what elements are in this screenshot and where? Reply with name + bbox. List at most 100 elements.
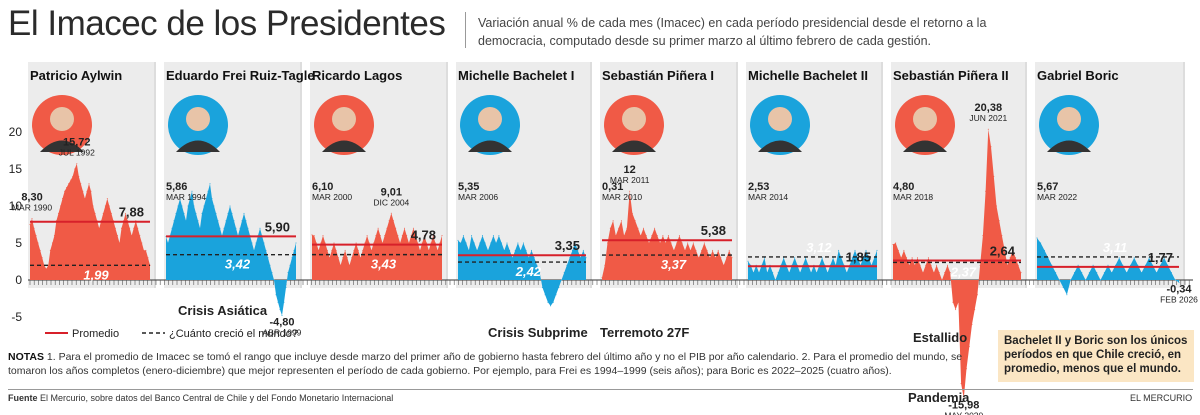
world-value: 3,11 [1103,240,1127,255]
data-point [395,227,397,229]
data-point [351,257,353,259]
data-point [185,220,187,222]
data-point [681,242,683,244]
point-label-date: MAR 2022 [1037,192,1077,202]
data-point [68,183,70,185]
data-point [181,205,183,207]
data-point [728,249,730,251]
data-point [670,242,672,244]
data-point [320,242,322,244]
avg-value: 1,77 [1148,250,1173,265]
data-point [1012,249,1014,251]
footer-divider [8,389,1193,390]
data-point [74,168,76,170]
data-point [753,272,754,274]
data-point [971,323,973,325]
data-point [98,227,100,229]
data-point [476,249,478,251]
data-point [914,264,916,266]
data-point [1066,294,1068,296]
data-point [487,249,489,251]
avatar-face [332,107,356,131]
data-point [243,212,245,214]
point-label-date: MAR 2011 [610,175,650,185]
data-point [673,249,675,251]
data-point [1006,264,1008,266]
data-point [676,242,678,244]
data-point [827,272,829,274]
data-point [289,264,291,266]
world-value: 3,43 [371,257,397,272]
point-label-value: 5,67 [1037,181,1058,193]
point-label-value: 4,80 [893,181,914,193]
data-point [919,264,921,266]
data-point [506,242,508,244]
data-point [922,272,924,274]
data-point [141,242,143,244]
data-point [373,242,375,244]
data-point [133,227,135,229]
data-point [215,212,217,214]
data-point [241,220,243,222]
data-point [917,257,918,259]
data-point [1141,272,1143,274]
data-point [643,227,644,229]
data-point [82,190,84,192]
data-point [441,235,443,237]
data-point [857,257,859,259]
data-point [555,294,557,296]
data-point [121,227,122,229]
data-point [517,242,519,244]
avg-value: 1,85 [846,249,871,264]
data-point [629,190,631,192]
y-tick-label: 15 [9,162,23,176]
point-label-date: DIC 2004 [373,197,409,207]
data-point [362,249,364,251]
data-point [41,257,43,259]
data-point [509,249,511,251]
data-point [1085,279,1087,281]
data-point [1144,264,1146,266]
data-point [64,190,66,192]
data-point [408,242,410,244]
data-point [772,272,774,274]
data-point [346,257,348,259]
world-value: 2,37 [950,264,977,279]
data-point [360,257,361,259]
data-point [854,249,856,251]
notes: NOTAS 1. Para el promedio de Imacec se t… [8,350,993,378]
data-point [137,227,139,229]
data-point [580,257,582,259]
data-point [604,264,606,266]
data-point [571,249,573,251]
series-area [458,235,586,306]
data-point [315,242,317,244]
data-point [1107,264,1109,266]
data-point [1111,272,1113,274]
data-point [851,257,853,259]
data-point [558,286,560,288]
y-tick-label: 10 [9,199,23,213]
data-point [665,242,667,244]
data-point [1096,272,1098,274]
data-point [76,163,78,165]
data-point [78,175,80,177]
data-point [175,212,177,214]
data-point [541,286,543,288]
data-point [90,190,92,192]
data-point [550,305,552,307]
avatar-shoulders [40,140,84,152]
data-point [960,383,962,385]
data-point [167,242,169,244]
data-point [667,235,669,237]
data-point [322,235,324,237]
data-point [187,205,189,207]
data-point [263,242,265,244]
data-point [788,272,790,274]
series-area [602,191,732,280]
avatar-shoulders [758,140,802,152]
data-point [311,234,313,236]
